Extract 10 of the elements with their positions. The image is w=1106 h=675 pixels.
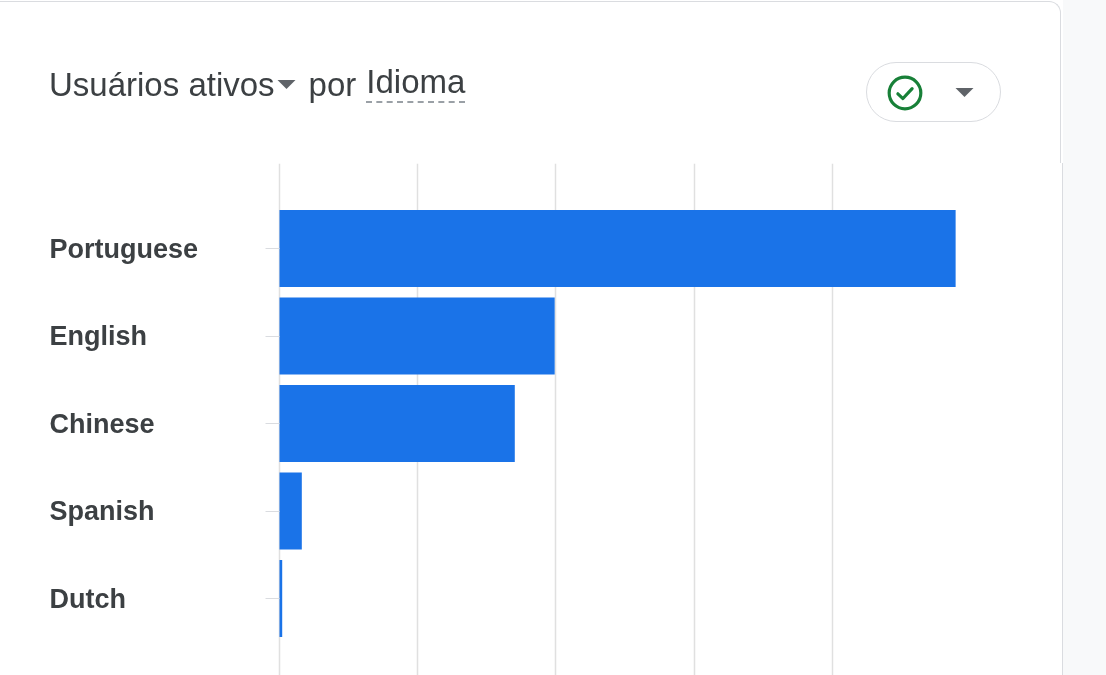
chart-title: Usuários ativos por Idioma [49,63,466,103]
bar [279,472,302,550]
bar [279,297,555,375]
y-tick-label: Dutch [49,583,126,614]
y-tick-label: Chinese [49,408,155,439]
bar [279,385,515,462]
y-tick-label: English [49,321,148,351]
y-tick-label: Portuguese [49,233,199,264]
bar [279,210,956,287]
y-tick-label: Spanish [49,496,155,526]
